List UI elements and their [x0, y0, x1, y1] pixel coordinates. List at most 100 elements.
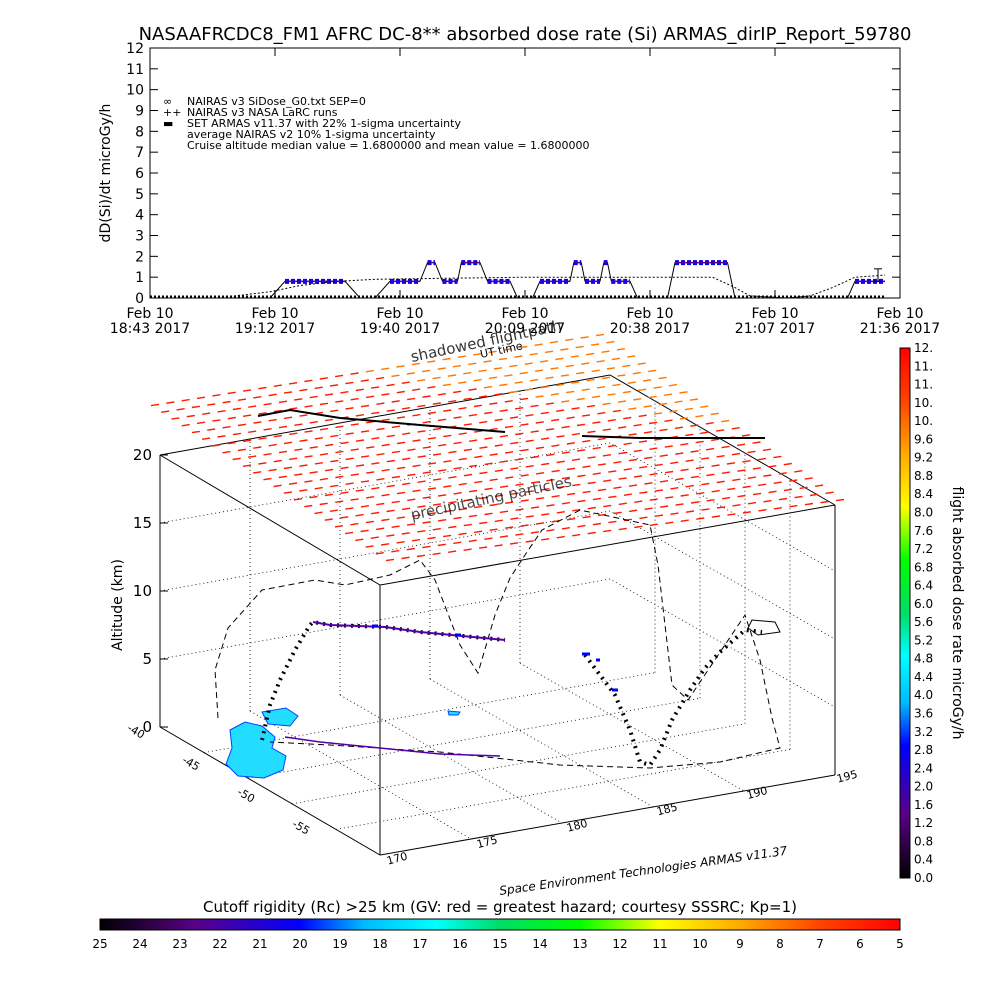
hazard-dash	[799, 486, 808, 490]
hazard-dash	[371, 411, 380, 415]
hazard-dash	[757, 457, 767, 461]
hazard-dash	[587, 456, 596, 459]
hazard-dash	[684, 407, 694, 411]
grid-floor-line	[291, 723, 746, 805]
hazard-dash	[575, 345, 584, 349]
hazard-dash	[448, 450, 457, 454]
hazard-dash	[345, 482, 354, 485]
hazard-dash	[596, 360, 605, 363]
hazard-dash	[639, 516, 648, 520]
hazard-dash	[634, 500, 643, 503]
hazard-dash	[453, 390, 462, 394]
hazard-dash	[587, 430, 596, 434]
hazard-dash	[577, 449, 586, 452]
hazard-dash	[556, 485, 565, 489]
hazard-dash	[638, 440, 648, 443]
hazard-dash	[721, 471, 731, 474]
hazard-dash	[432, 402, 441, 405]
z-tick-label: 10	[133, 582, 152, 600]
hazard-dash	[696, 492, 705, 495]
hazard-dash	[572, 533, 581, 537]
hazard-dash	[253, 421, 262, 424]
hazard-dash	[504, 451, 514, 454]
hazard-dash	[663, 393, 673, 396]
hazard-dash	[643, 405, 652, 408]
hazard-dash	[350, 397, 359, 401]
hazard-dash	[360, 430, 370, 433]
hazard-dash	[592, 522, 602, 526]
rigidity-tick-label: 6	[856, 937, 864, 951]
hazard-dash	[463, 498, 473, 502]
hazard-field	[150, 333, 845, 562]
hazard-dash	[401, 507, 411, 511]
hazard-dash	[565, 338, 574, 342]
hazard-dash	[438, 494, 447, 497]
hazard-dash	[402, 432, 411, 435]
hazard-dash	[488, 350, 497, 354]
hazard-dash	[535, 395, 544, 398]
hazard-dash	[437, 393, 447, 396]
hazard-dash	[509, 416, 519, 419]
top-y-tick-label: 5	[135, 187, 144, 203]
dose-tick-label: 4.4	[914, 670, 933, 684]
hazard-dash	[299, 388, 308, 392]
hazard-dash	[422, 369, 431, 373]
hazard-dash	[247, 455, 257, 458]
hazard-dash	[737, 469, 746, 472]
hazard-dash	[237, 448, 247, 452]
hazard-dash	[411, 538, 421, 542]
hazard-dash	[237, 423, 247, 427]
hazard-dash	[437, 367, 446, 370]
hazard-dash	[690, 501, 700, 504]
hazard-dash	[571, 407, 580, 410]
hazard-dash	[391, 425, 401, 429]
hazard-dash	[484, 537, 493, 540]
hazard-dash	[340, 491, 349, 494]
hazard-dash	[632, 371, 641, 375]
top-y-tick-label: 1	[135, 270, 144, 286]
hazard-dash	[561, 501, 571, 505]
hazard-dash	[283, 391, 293, 394]
rigidity-tick-label: 8	[776, 937, 784, 951]
hazard-dash	[350, 498, 359, 501]
hazard-dash	[618, 477, 627, 480]
hazard-dash	[565, 364, 574, 368]
rigidity-tick-label: 23	[172, 937, 187, 951]
hazard-dash	[519, 345, 528, 349]
hazard-dash	[396, 416, 406, 419]
hazard-dash	[820, 500, 829, 504]
hazard-dash	[258, 386, 267, 390]
hazard-dash	[345, 432, 354, 435]
grid-alt-line	[159, 510, 836, 640]
grid-floor-line	[429, 678, 654, 808]
hazard-dash	[222, 400, 231, 404]
hazard-dash	[335, 425, 344, 429]
dose-tick-label: 2.4	[914, 761, 933, 775]
hazard-dash	[309, 421, 318, 424]
lon-axis-ticks: 170 175 180 185 190 195	[385, 768, 859, 868]
hazard-dash	[556, 511, 565, 514]
hazard-dash	[458, 532, 467, 536]
hazard-dash	[473, 404, 483, 408]
hazard-dash	[525, 439, 534, 443]
hazard-dash	[294, 473, 303, 476]
hazard-dash	[814, 484, 824, 487]
hazard-dash	[212, 444, 221, 447]
hazard-dash	[613, 486, 622, 489]
hazard-dash	[263, 428, 272, 431]
hazard-dash	[391, 525, 400, 528]
grid-floor-line	[335, 749, 791, 830]
hazard-dash	[478, 546, 488, 549]
top-y-axis-label: dD(Si)/dt microGy/h	[98, 104, 114, 243]
hazard-dash	[427, 360, 436, 363]
hazard-dash	[616, 348, 626, 351]
hazard-dash	[396, 441, 406, 445]
rigidity-tick-label: 24	[132, 937, 147, 951]
top-x-tick-time: 19:40 2017	[360, 321, 440, 337]
hazard-dash	[726, 462, 736, 465]
lon-tick-label: 170	[385, 850, 409, 868]
hazard-dash	[555, 383, 565, 387]
hazard-dash	[747, 450, 756, 454]
hazard-dash	[556, 435, 565, 438]
dose-tick-label: 8.8	[914, 469, 933, 483]
